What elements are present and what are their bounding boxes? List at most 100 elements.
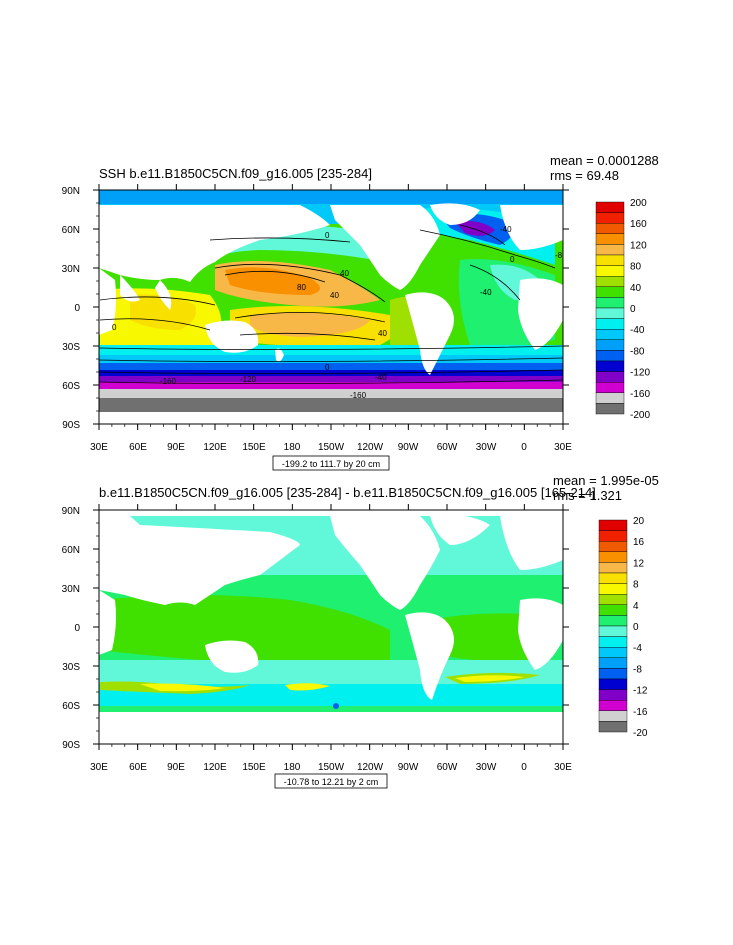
colorbar-label: -12 (633, 686, 648, 697)
contour-label: -40 (480, 288, 492, 297)
colorbar: 200 160 120 80 40 0 -40 -80 -120 -160 -200 (595, 198, 650, 421)
contour-label: -160 (160, 377, 177, 386)
lon-label: 150E (242, 762, 266, 773)
colorbar-swatch (598, 530, 628, 542)
lat-label: 0 (74, 303, 80, 314)
colorbar-label: 200 (630, 198, 647, 209)
contour-label: 0 (325, 363, 330, 372)
colorbar-label: 4 (633, 601, 639, 612)
colorbar-label: 120 (630, 240, 647, 251)
lon-label: 30E (554, 762, 572, 773)
colorbar-swatch (598, 668, 628, 680)
colorbar-label: 80 (630, 262, 642, 273)
contour-label: 40 (378, 329, 387, 338)
contour-label: -160 (350, 391, 367, 400)
colorbar-swatch (595, 286, 625, 298)
ssh-map: 0 40 80 40 40 0 0 -40 -160 -120 -160 -40… (99, 190, 563, 424)
colorbar: 20 16 12 8 4 0 -4 -8 -12 -16 -20 (598, 516, 648, 739)
lon-label: 30E (554, 442, 572, 453)
colorbar-label: 20 (633, 516, 645, 527)
colorbar-swatch (595, 392, 625, 404)
panel-difference: b.e11.B1850C5CN.f09_g16.005 [235-284] - … (62, 473, 659, 789)
colorbar-swatch (595, 350, 625, 362)
colorbar-swatch (595, 307, 625, 319)
lon-label: 0 (521, 442, 527, 453)
colorbar-swatch (595, 297, 625, 309)
contour-label: -40 (500, 225, 512, 234)
contour-label: -40 (375, 373, 387, 382)
axis-ticks (93, 504, 569, 750)
lon-label: 150E (242, 442, 266, 453)
lon-label: 60E (129, 442, 147, 453)
lat-label: 30N (62, 584, 80, 595)
mean-stat: mean = 1.995e-05 (553, 473, 659, 488)
lon-axis: 30E 60E 90E 120E 150E 180 150W 120W 90W … (90, 762, 572, 773)
lon-label: 120W (357, 762, 384, 773)
colorbar-label: -80 (630, 346, 645, 357)
colorbar-swatch (595, 339, 625, 351)
lon-label: 60E (129, 762, 147, 773)
lat-label: 30N (62, 264, 80, 275)
colorbar-swatch (595, 329, 625, 341)
lat-axis: 90N 60N 30N 0 30S 60S 90S (62, 186, 81, 431)
contour-label: 40 (330, 291, 339, 300)
contour-lines (99, 224, 563, 384)
range-caption: -199.2 to 111.7 by 20 cm (282, 459, 380, 469)
lat-label: 90N (62, 506, 80, 517)
colorbar-swatch (598, 583, 628, 595)
lat-label: 60S (62, 701, 80, 712)
colorbar-swatch (598, 678, 628, 690)
lat-label: 30S (62, 342, 80, 353)
lon-label: 30W (476, 762, 497, 773)
panel-title: SSH b.e11.B1850C5CN.f09_g16.005 [235-284… (99, 166, 372, 181)
rms-stat: rms = 69.48 (550, 168, 619, 183)
colorbar-swatch (595, 212, 625, 224)
lon-label: 150W (318, 442, 345, 453)
colorbar-label: -160 (630, 389, 650, 400)
axis-ticks (93, 184, 569, 430)
colorbar-label: -16 (633, 707, 648, 718)
colorbar-label: -120 (630, 368, 650, 379)
contour-label: -120 (240, 375, 257, 384)
colorbar-swatch (595, 222, 625, 234)
lon-axis: 30E 60E 90E 120E 150E 180 150W 120W 90W … (90, 442, 572, 453)
colorbar-swatch (595, 201, 625, 213)
lon-label: 120W (357, 442, 384, 453)
colorbar-label: -200 (630, 410, 650, 421)
lon-label: 150W (318, 762, 345, 773)
colorbar-swatch (595, 360, 625, 372)
mean-stat: mean = 0.0001288 (550, 153, 659, 168)
colorbar-swatch (598, 562, 628, 574)
colorbar-label: 16 (633, 537, 645, 548)
colorbar-swatch (595, 254, 625, 266)
colorbar-swatch (598, 710, 628, 722)
contour-labels: 0 40 80 40 40 0 0 -40 -160 -120 -160 -40… (112, 225, 563, 400)
colorbar-swatch (595, 403, 625, 415)
colorbar-swatch (598, 519, 628, 531)
lat-axis: 90N 60N 30N 0 30S 60S 90S (62, 506, 81, 751)
colorbar-swatch (598, 541, 628, 553)
rms-stat: rms = 1.321 (553, 488, 622, 503)
contour-label: 0 (112, 323, 117, 332)
lon-label: 120E (203, 762, 227, 773)
colorbar-swatch (595, 276, 625, 288)
lon-label: 120E (203, 442, 227, 453)
colorbar-label: 8 (633, 580, 639, 591)
lon-label: 90W (398, 762, 419, 773)
lat-label: 30S (62, 662, 80, 673)
colorbar-swatch (598, 604, 628, 616)
colorbar-swatch (598, 721, 628, 733)
lon-label: 60W (437, 442, 458, 453)
colorbar-swatch (595, 382, 625, 394)
colorbar-swatch (598, 594, 628, 606)
lon-label: 30E (90, 442, 108, 453)
colorbar-swatch (595, 265, 625, 277)
lon-label: 30E (90, 762, 108, 773)
colorbar-swatch (595, 371, 625, 383)
contour-label: 0 (510, 255, 515, 264)
colorbar-swatch (598, 615, 628, 627)
lon-label: 90E (167, 762, 185, 773)
lon-label: 30W (476, 442, 497, 453)
lat-label: 90S (62, 740, 80, 751)
